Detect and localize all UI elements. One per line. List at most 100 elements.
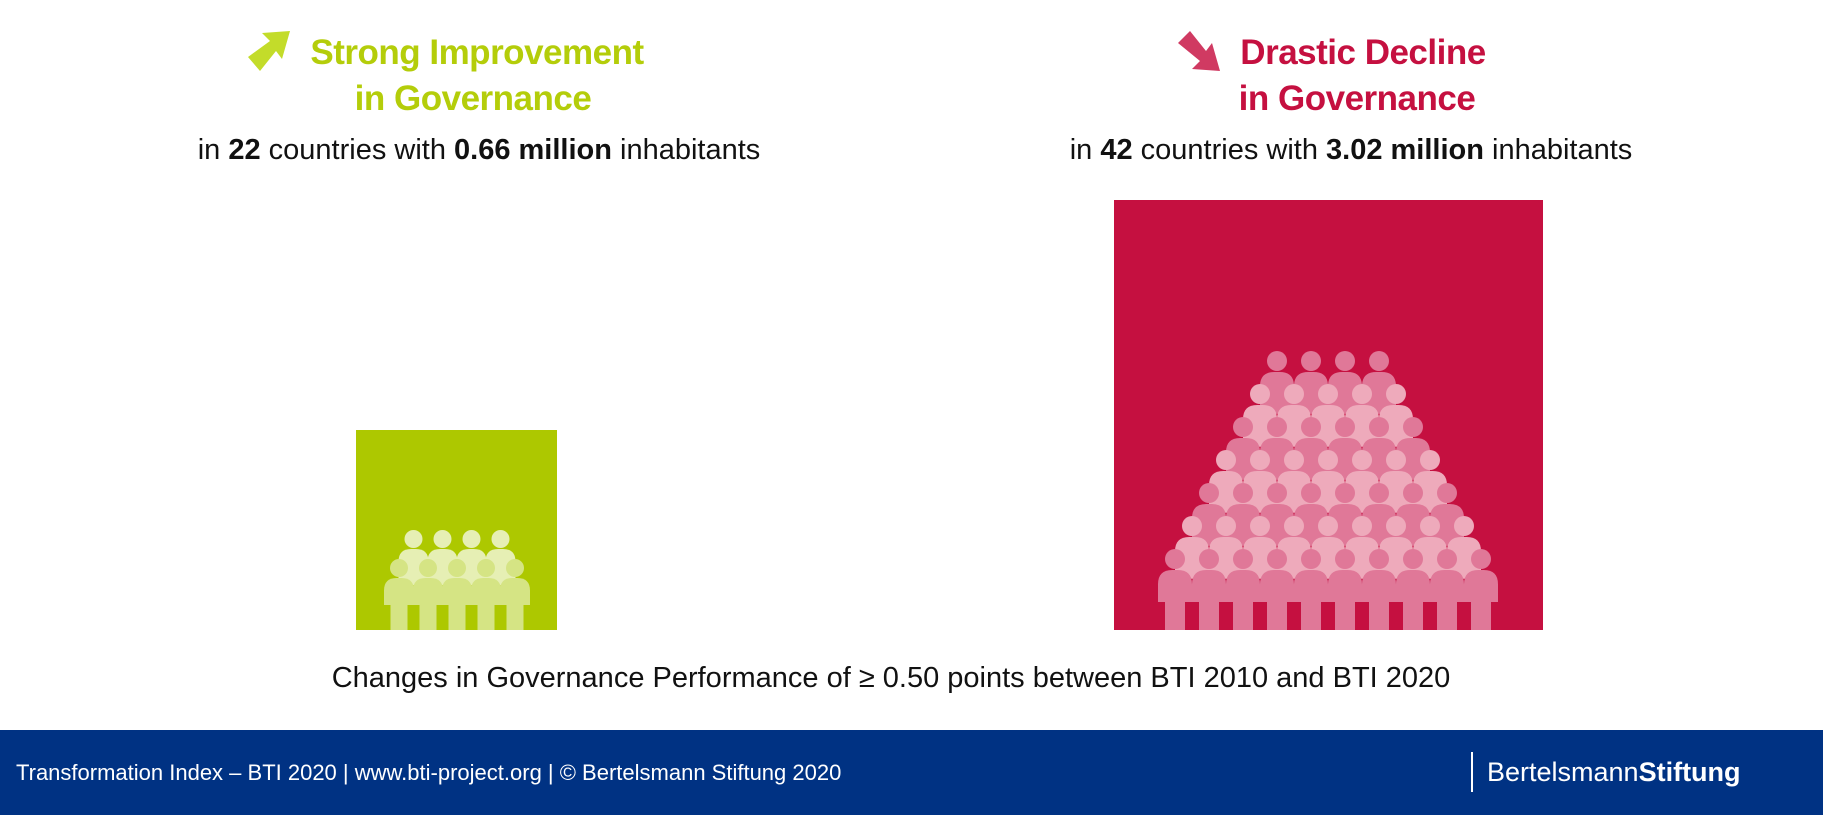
- person-legs: [1437, 601, 1457, 630]
- person-body: [1209, 471, 1243, 513]
- person-body: [1260, 438, 1294, 480]
- person-legs: [448, 604, 466, 630]
- decline-subtitle: in 42 countries with 3.02 million inhabi…: [1069, 134, 1633, 166]
- footer-credit: Transformation Index – BTI 2020 | www.bt…: [16, 760, 842, 785]
- person-legs: [419, 604, 437, 630]
- person-legs: [1267, 601, 1287, 630]
- person-body: [471, 578, 501, 605]
- person-head: [1369, 351, 1389, 371]
- person-head: [1318, 450, 1338, 470]
- person-legs: [1335, 601, 1355, 630]
- person-body: [1277, 537, 1311, 579]
- person-head: [433, 530, 452, 548]
- person-legs: [390, 604, 408, 630]
- person-head: [1352, 516, 1372, 536]
- person-legs: [477, 604, 495, 630]
- person-body: [1345, 471, 1379, 513]
- person-body: [1294, 504, 1328, 546]
- person-body: [1362, 504, 1396, 546]
- person-head: [1233, 417, 1253, 437]
- person-body: [1396, 438, 1430, 480]
- person-body: [1294, 438, 1328, 480]
- improvement-title: Strong Improvement in Governance: [297, 30, 657, 122]
- person-legs: [1471, 601, 1491, 630]
- person-body: [1243, 405, 1277, 447]
- person-body: [1175, 537, 1209, 579]
- person-legs: [1369, 601, 1389, 630]
- person-body: [1430, 504, 1464, 546]
- person-body: [1328, 504, 1362, 546]
- person-body: [1362, 438, 1396, 480]
- person-body: [1294, 570, 1328, 602]
- person-body: [427, 549, 458, 586]
- improvement-title-line1: Strong Improvement: [310, 33, 644, 72]
- footer: Transformation Index – BTI 2020 | www.bt…: [0, 730, 1823, 815]
- improvement-countries: 22: [228, 134, 261, 166]
- person-body: [1379, 471, 1413, 513]
- person-body: [1311, 405, 1345, 447]
- person-head: [1199, 483, 1219, 503]
- person-head: [1386, 450, 1406, 470]
- improvement-subtitle: in 22 countries with 0.66 million inhabi…: [197, 134, 761, 166]
- person-legs: [1403, 601, 1423, 630]
- person-head: [1284, 516, 1304, 536]
- person-body: [1413, 471, 1447, 513]
- person-body: [1226, 438, 1260, 480]
- person-head: [1471, 549, 1491, 569]
- person-head: [1335, 549, 1355, 569]
- person-head: [1233, 483, 1253, 503]
- person-head: [477, 559, 495, 577]
- person-body: [1362, 372, 1396, 414]
- person-head: [448, 559, 466, 577]
- person-body: [1447, 537, 1481, 579]
- person-body: [398, 549, 429, 586]
- person-head: [1199, 549, 1219, 569]
- person-head: [1301, 549, 1321, 569]
- person-head: [1352, 450, 1372, 470]
- person-head: [1250, 450, 1270, 470]
- decline-countries: 42: [1100, 134, 1133, 166]
- decline-title-line1: Drastic Decline: [1240, 33, 1486, 72]
- person-body: [442, 578, 472, 605]
- decline-title-line2: in Governance: [1238, 79, 1476, 118]
- person-head: [1216, 516, 1236, 536]
- person-body: [1192, 504, 1226, 546]
- person-head: [1369, 483, 1389, 503]
- person-head: [1369, 417, 1389, 437]
- person-head: [1420, 450, 1440, 470]
- person-body: [1430, 570, 1464, 602]
- person-legs: [1233, 601, 1253, 630]
- person-body: [1396, 504, 1430, 546]
- person-body: [1345, 537, 1379, 579]
- person-head: [462, 530, 481, 548]
- person-legs: [1165, 601, 1185, 630]
- person-head: [1386, 516, 1406, 536]
- person-body: [1464, 570, 1498, 602]
- person-body: [1413, 537, 1447, 579]
- person-head: [390, 559, 408, 577]
- person-body: [1328, 570, 1362, 602]
- person-body: [1396, 570, 1430, 602]
- person-head: [1403, 549, 1423, 569]
- person-head: [1301, 351, 1321, 371]
- person-body: [1158, 570, 1192, 602]
- person-head: [1233, 549, 1253, 569]
- person-body: [1192, 570, 1226, 602]
- person-head: [419, 559, 437, 577]
- person-body: [1226, 504, 1260, 546]
- person-head: [1250, 516, 1270, 536]
- person-body: [485, 549, 516, 586]
- infographic-figures: [356, 200, 1543, 630]
- person-head: [1403, 417, 1423, 437]
- caption: Changes in Governance Performance of ≥ 0…: [331, 662, 1451, 694]
- person-head: [1267, 351, 1287, 371]
- bertelsmann-logo: BertelsmannStiftung: [1471, 752, 1741, 792]
- person-head: [1284, 384, 1304, 404]
- person-head: [1267, 549, 1287, 569]
- person-head: [1301, 483, 1321, 503]
- person-head: [1369, 549, 1389, 569]
- person-head: [1301, 417, 1321, 437]
- person-head: [1437, 549, 1457, 569]
- person-body: [1345, 405, 1379, 447]
- person-head: [1318, 384, 1338, 404]
